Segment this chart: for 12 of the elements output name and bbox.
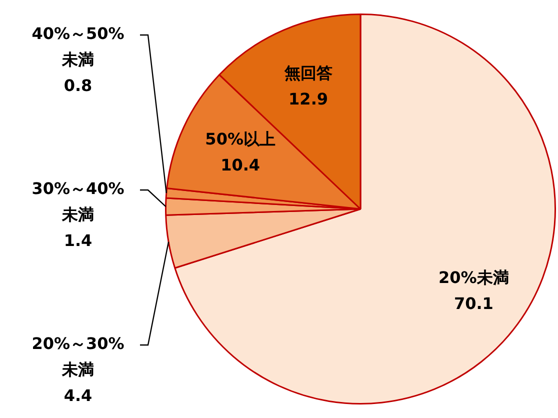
data-label: 70.1 bbox=[454, 294, 494, 313]
data-label: 12.9 bbox=[288, 89, 328, 108]
slice-label: 20%～30%未満 bbox=[32, 334, 124, 380]
data-label: 4.4 bbox=[64, 386, 92, 406]
slice-label: 50%以上 bbox=[205, 130, 276, 149]
slice-label: 40%～50%未満 bbox=[32, 24, 124, 70]
data-label: 1.4 bbox=[64, 231, 92, 250]
data-label: 10.4 bbox=[220, 156, 260, 175]
slice-label: 30%～40%未満 bbox=[32, 179, 124, 224]
slice-label: 無回答 bbox=[283, 63, 332, 82]
slice-label: 20%未満 bbox=[438, 268, 509, 287]
data-label: 0.8 bbox=[64, 76, 92, 96]
